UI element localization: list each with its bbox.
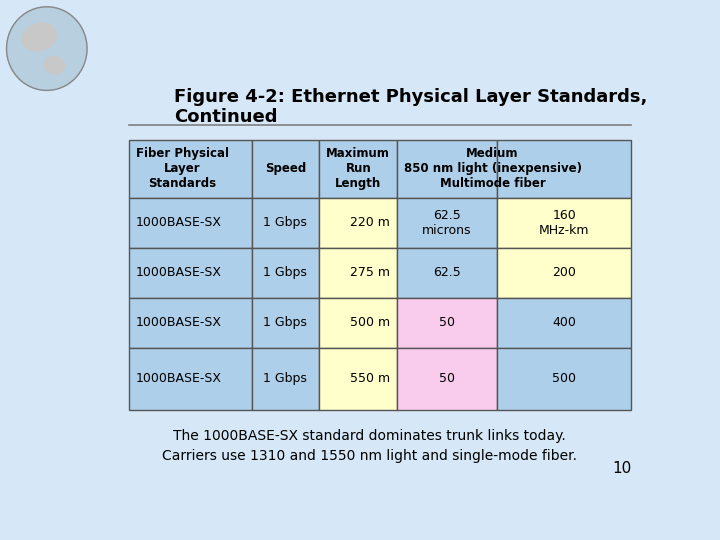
Text: 50: 50: [439, 372, 455, 385]
FancyBboxPatch shape: [129, 140, 252, 198]
Text: 50: 50: [439, 316, 455, 329]
FancyBboxPatch shape: [397, 348, 498, 410]
FancyBboxPatch shape: [129, 248, 252, 298]
Circle shape: [6, 7, 87, 90]
Text: 1000BASE-SX: 1000BASE-SX: [136, 372, 222, 385]
Text: 1 Gbps: 1 Gbps: [264, 217, 307, 230]
Text: 1000BASE-SX: 1000BASE-SX: [136, 266, 222, 279]
Text: 1000BASE-SX: 1000BASE-SX: [136, 217, 222, 230]
Text: Speed: Speed: [265, 162, 306, 176]
FancyBboxPatch shape: [397, 140, 498, 198]
FancyBboxPatch shape: [252, 248, 319, 298]
Ellipse shape: [44, 56, 65, 74]
Text: The 1000BASE-SX standard dominates trunk links today.: The 1000BASE-SX standard dominates trunk…: [173, 429, 565, 443]
FancyBboxPatch shape: [319, 248, 397, 298]
Text: Maximum
Run
Length: Maximum Run Length: [326, 147, 390, 190]
Text: 1 Gbps: 1 Gbps: [264, 266, 307, 279]
FancyBboxPatch shape: [498, 198, 631, 248]
FancyBboxPatch shape: [129, 298, 252, 348]
Text: 500 m: 500 m: [350, 316, 390, 329]
Text: 62.5: 62.5: [433, 266, 461, 279]
Text: Continued: Continued: [174, 109, 277, 126]
FancyBboxPatch shape: [397, 248, 498, 298]
FancyBboxPatch shape: [319, 140, 397, 198]
FancyBboxPatch shape: [498, 140, 631, 198]
FancyBboxPatch shape: [319, 348, 397, 410]
FancyBboxPatch shape: [319, 298, 397, 348]
Ellipse shape: [22, 23, 57, 51]
Text: 1 Gbps: 1 Gbps: [264, 372, 307, 385]
Text: Figure 4-2: Ethernet Physical Layer Standards,: Figure 4-2: Ethernet Physical Layer Stan…: [174, 87, 647, 106]
Text: 550 m: 550 m: [350, 372, 390, 385]
Text: 220 m: 220 m: [351, 217, 390, 230]
Text: 200: 200: [552, 266, 576, 279]
FancyBboxPatch shape: [319, 198, 397, 248]
Text: 160
MHz-km: 160 MHz-km: [539, 209, 590, 237]
FancyBboxPatch shape: [397, 298, 498, 348]
Text: 62.5
microns: 62.5 microns: [423, 209, 472, 237]
FancyBboxPatch shape: [498, 248, 631, 298]
FancyBboxPatch shape: [498, 348, 631, 410]
FancyBboxPatch shape: [498, 298, 631, 348]
Text: 400: 400: [552, 316, 576, 329]
FancyBboxPatch shape: [252, 198, 319, 248]
Text: 275 m: 275 m: [350, 266, 390, 279]
Text: 500: 500: [552, 372, 576, 385]
FancyBboxPatch shape: [252, 298, 319, 348]
FancyBboxPatch shape: [252, 348, 319, 410]
FancyBboxPatch shape: [129, 348, 252, 410]
FancyBboxPatch shape: [397, 198, 498, 248]
Text: 1 Gbps: 1 Gbps: [264, 316, 307, 329]
Text: Carriers use 1310 and 1550 nm light and single-mode fiber.: Carriers use 1310 and 1550 nm light and …: [161, 449, 577, 463]
Text: Fiber Physical
Layer
Standards: Fiber Physical Layer Standards: [136, 147, 229, 190]
Text: Medium
850 nm light (inexpensive)
Multimode fiber: Medium 850 nm light (inexpensive) Multim…: [404, 147, 582, 190]
Text: 10: 10: [612, 462, 631, 476]
FancyBboxPatch shape: [129, 198, 252, 248]
FancyBboxPatch shape: [252, 140, 319, 198]
Text: 1000BASE-SX: 1000BASE-SX: [136, 316, 222, 329]
